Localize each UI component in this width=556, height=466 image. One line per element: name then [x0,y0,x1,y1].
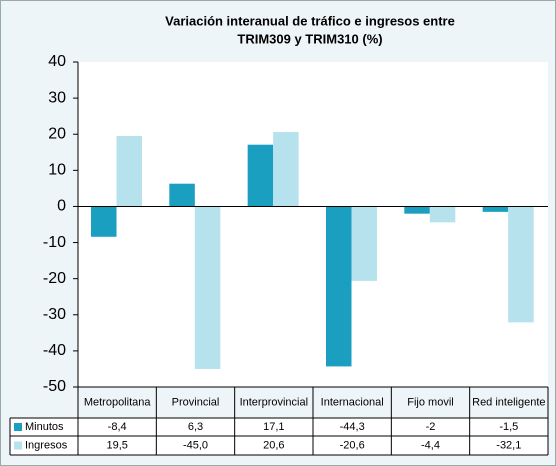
y-tick-label: 10 [48,162,66,179]
data-label: -44,3 [340,421,365,433]
y-tick-label: 30 [48,89,66,106]
chart-title: TRIM309 y TRIM310 (%) [237,31,382,46]
data-label: 6,3 [188,421,203,433]
x-tick-label: Red inteligente [472,396,545,408]
x-tick-label: Interprovincial [240,396,308,408]
y-tick-label: 20 [48,125,66,142]
x-tick-label: Provincial [172,396,220,408]
data-label: -32,1 [496,439,521,451]
y-tick-label: 0 [57,198,66,215]
y-tick-label: 40 [48,53,66,70]
legend-swatch [14,423,22,431]
data-label: -4,4 [421,439,440,451]
bar [116,136,142,207]
data-label: -1,5 [499,421,518,433]
y-tick-label: -30 [43,306,66,323]
y-tick-label: -10 [43,234,66,251]
chart-title: Variación interanual de tráfico e ingres… [165,13,455,28]
x-tick-label: Internacional [321,396,384,408]
data-label: -20,6 [340,439,365,451]
bar [169,183,195,207]
data-label: -2 [426,421,436,433]
legend-swatch [14,441,22,450]
y-tick-label: -20 [43,270,66,287]
data-label: 17,1 [263,421,284,433]
bar [273,132,299,207]
y-tick-label: -50 [43,378,66,395]
plot-area [78,62,548,387]
data-label: 19,5 [106,439,127,451]
bar [404,206,430,214]
bar [508,206,534,323]
y-tick-label: -40 [43,342,66,359]
legend-label: Ingresos [25,439,68,451]
x-tick-label: Fijo movil [407,396,453,408]
data-label: 20,6 [263,439,284,451]
legend-label: Minutos [25,421,64,433]
bar [429,206,456,223]
bar [326,206,352,367]
data-label: -8,4 [108,421,127,433]
data-label: -45,0 [183,439,208,451]
bar [351,206,377,281]
bar [247,144,274,207]
bar [482,206,509,212]
x-tick-label: Metropolitana [84,396,152,408]
bar [194,206,221,369]
bar [91,206,117,237]
